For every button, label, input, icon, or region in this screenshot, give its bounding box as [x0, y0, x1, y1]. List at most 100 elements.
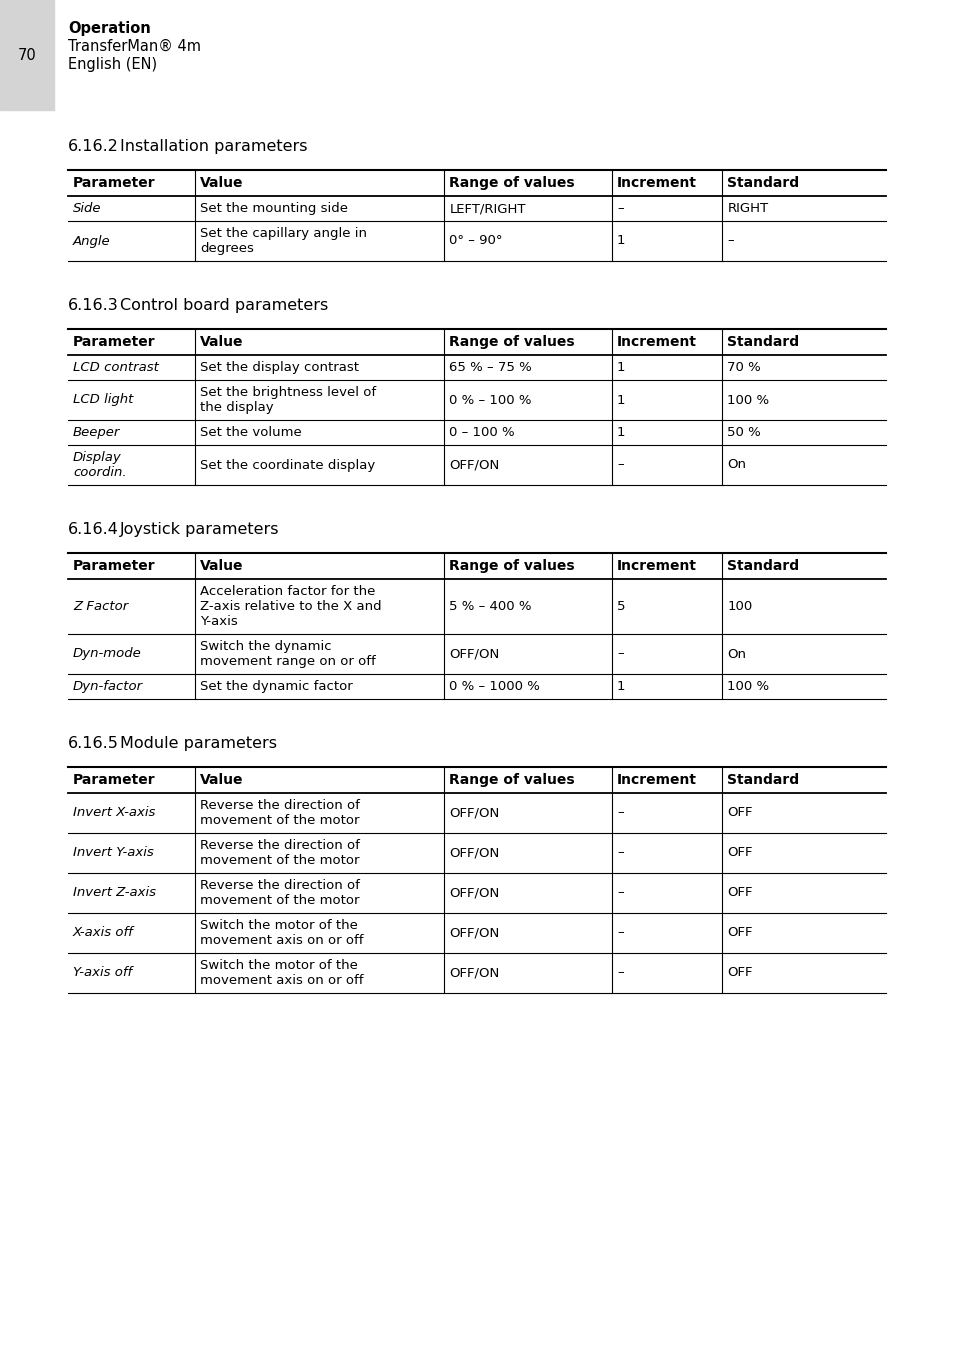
- Text: Range of values: Range of values: [449, 558, 575, 573]
- Text: OFF/ON: OFF/ON: [449, 648, 499, 661]
- Text: Range of values: Range of values: [449, 335, 575, 349]
- Text: Parameter: Parameter: [73, 176, 155, 191]
- Text: Y-axis: Y-axis: [199, 615, 237, 627]
- Text: LCD light: LCD light: [73, 393, 133, 407]
- Text: Reverse the direction of: Reverse the direction of: [199, 879, 359, 892]
- Text: 5: 5: [617, 600, 625, 612]
- Text: Switch the dynamic: Switch the dynamic: [199, 639, 331, 653]
- Text: Installation parameters: Installation parameters: [120, 139, 307, 154]
- Text: Dyn-factor: Dyn-factor: [73, 680, 143, 694]
- Text: 70: 70: [17, 47, 36, 62]
- Text: –: –: [617, 201, 623, 215]
- Text: Set the mounting side: Set the mounting side: [199, 201, 348, 215]
- Text: Range of values: Range of values: [449, 773, 575, 787]
- Text: 65 % – 75 %: 65 % – 75 %: [449, 361, 532, 375]
- Text: 6.16.4: 6.16.4: [68, 522, 119, 537]
- Text: Increment: Increment: [617, 773, 697, 787]
- Text: 6.16.3: 6.16.3: [68, 297, 118, 314]
- Text: Standard: Standard: [726, 558, 799, 573]
- Text: Beeper: Beeper: [73, 426, 120, 439]
- Text: Range of values: Range of values: [449, 176, 575, 191]
- Text: Parameter: Parameter: [73, 558, 155, 573]
- Text: Value: Value: [199, 773, 243, 787]
- Bar: [0, 0, 54, 110]
- Text: Standard: Standard: [726, 773, 799, 787]
- Text: Standard: Standard: [726, 176, 799, 191]
- Text: Invert X-axis: Invert X-axis: [73, 807, 155, 819]
- Text: OFF: OFF: [726, 887, 752, 899]
- Text: movement of the motor: movement of the motor: [199, 814, 359, 827]
- Text: Angle: Angle: [73, 234, 111, 247]
- Text: 100 %: 100 %: [726, 680, 769, 694]
- Text: OFF/ON: OFF/ON: [449, 926, 499, 940]
- Text: X-axis off: X-axis off: [73, 926, 133, 940]
- Text: movement of the motor: movement of the motor: [199, 894, 359, 907]
- Text: OFF: OFF: [726, 846, 752, 860]
- Text: 1: 1: [617, 393, 625, 407]
- Text: Set the coordinate display: Set the coordinate display: [199, 458, 375, 472]
- Text: LCD contrast: LCD contrast: [73, 361, 159, 375]
- Text: Parameter: Parameter: [73, 773, 155, 787]
- Text: –: –: [617, 887, 623, 899]
- Text: LEFT/RIGHT: LEFT/RIGHT: [449, 201, 525, 215]
- Text: On: On: [726, 458, 745, 472]
- Text: movement axis on or off: movement axis on or off: [199, 973, 363, 987]
- Text: OFF/ON: OFF/ON: [449, 846, 499, 860]
- Text: movement axis on or off: movement axis on or off: [199, 934, 363, 946]
- Text: Reverse the direction of: Reverse the direction of: [199, 799, 359, 813]
- Text: TransferMan® 4m: TransferMan® 4m: [68, 38, 201, 54]
- Text: –: –: [617, 648, 623, 661]
- Text: Acceleration factor for the: Acceleration factor for the: [199, 585, 375, 598]
- Text: Set the brightness level of: Set the brightness level of: [199, 387, 375, 399]
- Text: Value: Value: [199, 176, 243, 191]
- Text: –: –: [617, 807, 623, 819]
- Text: 1: 1: [617, 234, 625, 247]
- Text: Parameter: Parameter: [73, 335, 155, 349]
- Text: the display: the display: [199, 402, 274, 414]
- Text: Set the capillary angle in: Set the capillary angle in: [199, 227, 366, 241]
- Text: Operation: Operation: [68, 20, 151, 35]
- Text: Increment: Increment: [617, 176, 697, 191]
- Text: OFF: OFF: [726, 967, 752, 979]
- Text: Set the volume: Set the volume: [199, 426, 301, 439]
- Text: 1: 1: [617, 426, 625, 439]
- Text: Switch the motor of the: Switch the motor of the: [199, 919, 357, 932]
- Text: Z-axis relative to the X and: Z-axis relative to the X and: [199, 600, 381, 612]
- Text: Y-axis off: Y-axis off: [73, 967, 132, 979]
- Text: 6.16.5: 6.16.5: [68, 735, 119, 750]
- Text: Switch the motor of the: Switch the motor of the: [199, 959, 357, 972]
- Text: 1: 1: [617, 680, 625, 694]
- Text: movement range on or off: movement range on or off: [199, 654, 375, 668]
- Text: OFF: OFF: [726, 926, 752, 940]
- Text: Joystick parameters: Joystick parameters: [120, 522, 279, 537]
- Text: 0° – 90°: 0° – 90°: [449, 234, 502, 247]
- Text: –: –: [726, 234, 733, 247]
- Text: Set the dynamic factor: Set the dynamic factor: [199, 680, 353, 694]
- Text: RIGHT: RIGHT: [726, 201, 768, 215]
- Text: 100 %: 100 %: [726, 393, 769, 407]
- Text: Set the display contrast: Set the display contrast: [199, 361, 358, 375]
- Text: Z Factor: Z Factor: [73, 600, 128, 612]
- Text: Increment: Increment: [617, 335, 697, 349]
- Text: –: –: [617, 846, 623, 860]
- Text: Reverse the direction of: Reverse the direction of: [199, 840, 359, 852]
- Text: 6.16.2: 6.16.2: [68, 139, 119, 154]
- Text: OFF/ON: OFF/ON: [449, 887, 499, 899]
- Text: degrees: degrees: [199, 242, 253, 256]
- Text: OFF/ON: OFF/ON: [449, 458, 499, 472]
- Text: movement of the motor: movement of the motor: [199, 854, 359, 867]
- Text: 0 % – 1000 %: 0 % – 1000 %: [449, 680, 539, 694]
- Text: 0 % – 100 %: 0 % – 100 %: [449, 393, 531, 407]
- Text: Invert Y-axis: Invert Y-axis: [73, 846, 153, 860]
- Text: English (EN): English (EN): [68, 57, 157, 72]
- Text: Module parameters: Module parameters: [120, 735, 276, 750]
- Text: 0 – 100 %: 0 – 100 %: [449, 426, 515, 439]
- Text: 1: 1: [617, 361, 625, 375]
- Text: OFF: OFF: [726, 807, 752, 819]
- Text: Value: Value: [199, 335, 243, 349]
- Text: On: On: [726, 648, 745, 661]
- Text: Value: Value: [199, 558, 243, 573]
- Text: –: –: [617, 967, 623, 979]
- Text: 5 % – 400 %: 5 % – 400 %: [449, 600, 531, 612]
- Text: Standard: Standard: [726, 335, 799, 349]
